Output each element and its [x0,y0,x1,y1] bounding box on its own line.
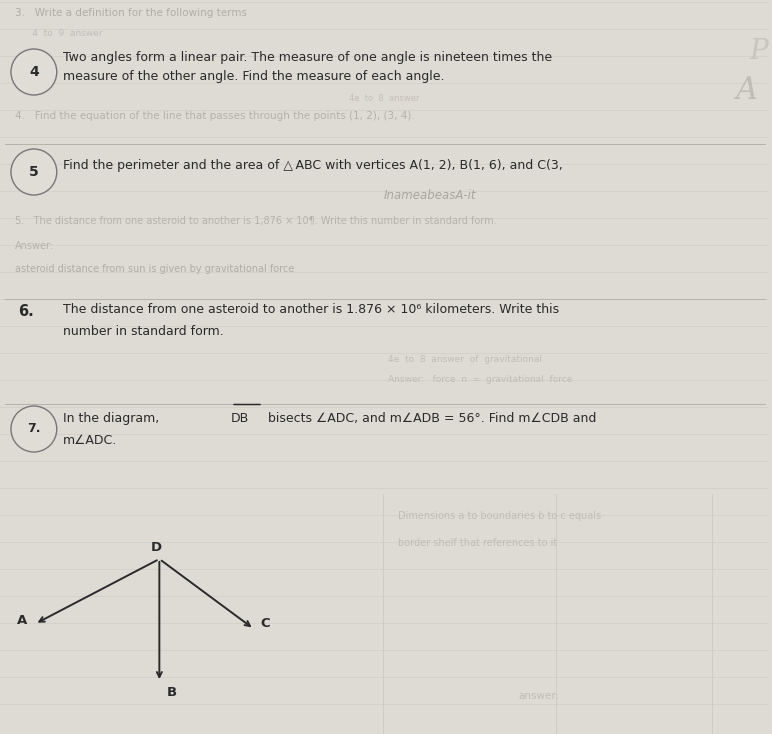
Text: bisects ∠ADC, and m∠ADB = 56°. Find m∠CDB and: bisects ∠ADC, and m∠ADB = 56°. Find m∠CD… [264,412,596,425]
Text: measure of the other angle. Find the measure of each angle.: measure of the other angle. Find the mea… [63,70,444,83]
Text: Answer:: Answer: [15,241,54,251]
Text: answer:: answer: [518,691,559,701]
Text: border shelf that references to it: border shelf that references to it [398,538,557,548]
Text: 5.   The distance from one asteroid to another is 1,876 × 10¶. Write this number: 5. The distance from one asteroid to ano… [15,216,496,226]
Text: A: A [735,75,757,106]
Text: asteroid distance from sun is given by gravitational force: asteroid distance from sun is given by g… [15,264,294,274]
Text: DB: DB [231,412,249,425]
Text: 5: 5 [29,165,39,179]
Circle shape [11,49,57,95]
Text: Answer:   force  n  =  gravitational  force: Answer: force n = gravitational force [388,375,573,384]
Text: Two angles form a linear pair. The measure of one angle is nineteen times the: Two angles form a linear pair. The measu… [63,51,552,64]
Circle shape [11,149,57,195]
Text: InameabeasA-it: InameabeasA-it [384,189,476,202]
Text: C: C [260,617,269,630]
Text: 6.: 6. [18,304,34,319]
Text: 4  to  9  answer: 4 to 9 answer [15,29,103,38]
Text: In the diagram,: In the diagram, [63,412,159,425]
Circle shape [11,406,57,452]
Text: 3.   Write a definition for the following terms: 3. Write a definition for the following … [15,8,247,18]
Text: Find the perimeter and the area of △ ABC with vertices A(1, 2), B(1, 6), and C(3: Find the perimeter and the area of △ ABC… [63,159,563,172]
Text: D: D [151,541,162,554]
Text: 4.   Find the equation of the line that passes through the points (1, 2), (3, 4): 4. Find the equation of the line that pa… [15,111,415,121]
Text: The distance from one asteroid to another is 1.876 × 10⁶ kilometers. Write this: The distance from one asteroid to anothe… [63,303,559,316]
Text: P: P [749,38,767,65]
Text: 4: 4 [29,65,39,79]
Text: m∠ADC.: m∠ADC. [63,434,117,447]
Text: 7.: 7. [27,423,41,435]
Text: A: A [17,614,27,627]
Text: 4e  to  8  answer  of  gravitational: 4e to 8 answer of gravitational [388,355,543,364]
Text: number in standard form.: number in standard form. [63,325,224,338]
Text: 4e  to  8  answer: 4e to 8 answer [349,94,419,103]
Text: Dimensions a to boundaries b to c equals: Dimensions a to boundaries b to c equals [398,511,601,521]
Text: B: B [166,686,177,699]
